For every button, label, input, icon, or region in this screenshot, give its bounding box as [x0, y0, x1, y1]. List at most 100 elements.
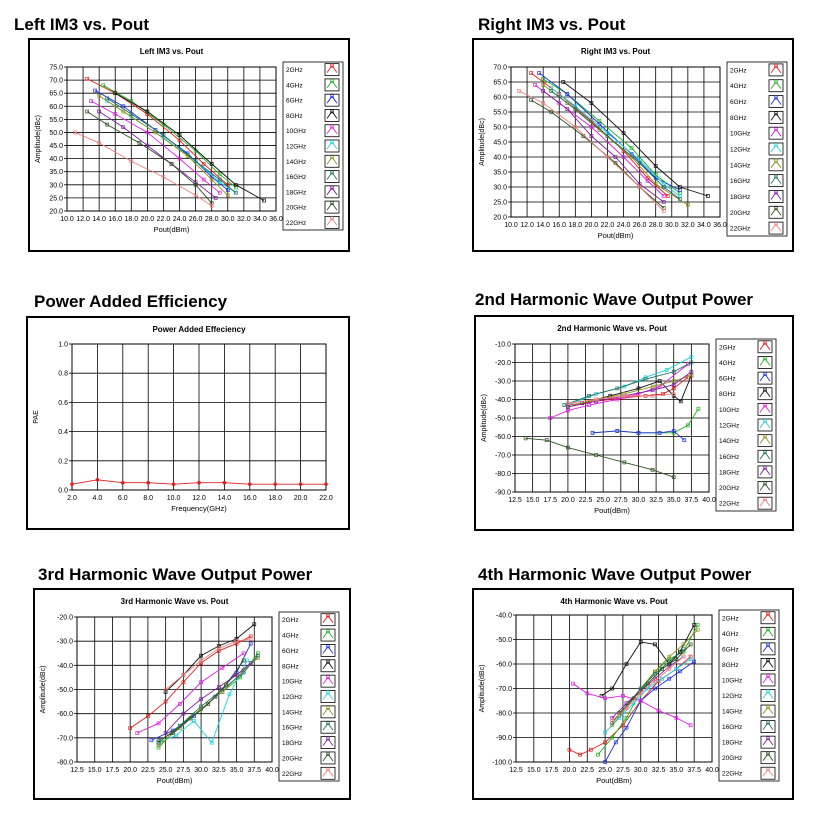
legend-swatch-box	[768, 190, 784, 203]
x-tick-label: 16.0	[552, 222, 566, 229]
legend-swatch-line	[326, 187, 338, 196]
legend-swatch-line	[759, 451, 771, 460]
data-point-6ghz	[603, 760, 607, 764]
data-point-10ghz	[566, 408, 570, 413]
data-point-18ghz	[589, 134, 594, 138]
data-point-6ghz	[149, 738, 154, 743]
x-tick-label: 20.0	[123, 767, 137, 774]
data-point-2ghz	[181, 680, 186, 685]
data-point-14ghz	[153, 130, 158, 135]
legend-swatch-box	[324, 109, 340, 122]
series-line-12ghz	[604, 658, 691, 733]
legend-swatch-line	[759, 482, 771, 491]
x-tick-label: 40.0	[702, 497, 716, 504]
legend-label: 22GHz	[286, 220, 306, 227]
data-point-22ghz	[517, 89, 521, 93]
x-tick-label: 27.5	[177, 767, 191, 774]
legend-swatch-box	[320, 644, 336, 657]
legend-label: 8GHz	[719, 391, 736, 398]
data-point-8ghz	[692, 622, 697, 627]
legend-label: 12GHz	[730, 147, 750, 154]
series-line-8ghz	[562, 81, 709, 197]
data-point-4ghz	[629, 146, 634, 150]
legend-label: 14GHz	[722, 709, 742, 716]
legend-swatch-line	[762, 690, 774, 699]
data-point-22ghz	[161, 175, 166, 179]
data-point-4ghz	[610, 735, 615, 740]
data-point-4ghz	[596, 752, 600, 757]
data-point-14ghz	[565, 101, 570, 105]
y-tick-label: 45.0	[493, 140, 507, 147]
legend-swatch-marker	[766, 736, 770, 740]
legend-swatch-line	[322, 660, 334, 670]
data-point-8ghz	[233, 182, 238, 187]
data-point-2ghz	[177, 138, 182, 143]
data-point-14ghz	[653, 182, 658, 186]
y-tick-label: -80.0	[57, 760, 73, 767]
data-point-6ghz	[653, 686, 657, 691]
data-point-12ghz	[674, 667, 679, 671]
legend-swatch-marker	[330, 201, 334, 205]
legend-swatch-marker	[326, 706, 330, 710]
x-axis-label: Pout(dBm)	[596, 776, 632, 785]
chart-title: Right IM3 vs. Pout	[581, 47, 651, 56]
y-tick-label: -40.0	[57, 663, 73, 670]
y-tick-label: 35.0	[493, 170, 507, 177]
section-title-left-im3: Left IM3 vs. Pout	[14, 15, 150, 34]
legend-swatch-box	[320, 628, 336, 642]
data-point-10ghz	[571, 681, 575, 686]
legend-swatch-marker	[330, 63, 334, 68]
pae-chart-panel: Power Added Effeciency 2.0 4.0 6.0 8.0 10.0 12…	[26, 316, 350, 530]
data-point-22ghz	[624, 706, 629, 710]
data-point-12ghz	[631, 701, 636, 706]
legend-label: 2GHz	[286, 67, 303, 74]
data-point-14ghz	[220, 690, 225, 694]
2nd-harmonic-chart-panel: 2nd Harmonic Wave vs. Pout 12.5 15.0 17.5 20…	[474, 315, 794, 531]
legend-swatch-box	[320, 751, 336, 765]
series-line-18ghz	[542, 90, 664, 203]
data-point-22ghz	[594, 397, 598, 402]
data-point-20ghz	[650, 467, 655, 472]
data-point-20ghz	[206, 702, 211, 706]
data-point-2ghz	[199, 661, 203, 665]
legend-swatch-box	[757, 465, 773, 479]
data-point-12ghz	[217, 180, 222, 185]
data-point-18ghz	[689, 369, 694, 374]
data-point-12ghz	[192, 719, 196, 723]
y-tick-label: -90.0	[495, 490, 511, 497]
legend-label: 14GHz	[282, 709, 302, 716]
data-point-16ghz	[681, 647, 686, 652]
y-tick-label: -60.0	[57, 711, 73, 718]
legend-label: 18GHz	[282, 740, 302, 747]
series-line-8ghz	[115, 92, 265, 201]
legend-swatch-box	[320, 674, 336, 688]
legend-swatch-marker	[326, 767, 330, 772]
3rd-harmonic-chart-panel: 3rd Harmonic Wave vs. Pout 12.5 15.0 17.5 20…	[33, 588, 351, 800]
legend: 2GHz 4GHz 6GHz 8GHz 10GHz 12GHz 14GHz 16GHz 18GH…	[715, 338, 777, 512]
series-line-20ghz	[525, 437, 674, 478]
data-point-16ghz	[129, 112, 134, 116]
legend-label: 2GHz	[730, 67, 747, 74]
data-point-14ghz	[671, 379, 676, 383]
legend-swatch-line	[770, 112, 782, 121]
legend-swatch-box	[768, 79, 784, 93]
series-line-22ghz	[611, 656, 684, 721]
legend-swatch-line	[322, 722, 334, 731]
data-point-20ghz	[241, 658, 246, 663]
legend-swatch-marker	[766, 705, 770, 709]
legend-swatch-marker	[774, 222, 778, 226]
legend-swatch-marker	[326, 613, 330, 618]
data-point-10ghz	[156, 721, 161, 726]
legend-swatch-marker	[330, 140, 334, 144]
legend-swatch-marker	[330, 124, 334, 129]
legend-swatch-box	[760, 611, 776, 625]
legend-label: 16GHz	[719, 454, 739, 461]
data-point-pae	[121, 480, 125, 485]
x-tick-label: 15.0	[526, 497, 540, 504]
legend-label: 10GHz	[730, 131, 750, 138]
legend-swatch-line	[770, 223, 782, 232]
legend-swatch-box	[760, 673, 776, 687]
series-line-18ghz	[165, 662, 252, 734]
y-tick-label: 70.0	[49, 78, 63, 85]
data-point-12ghz	[664, 368, 669, 372]
